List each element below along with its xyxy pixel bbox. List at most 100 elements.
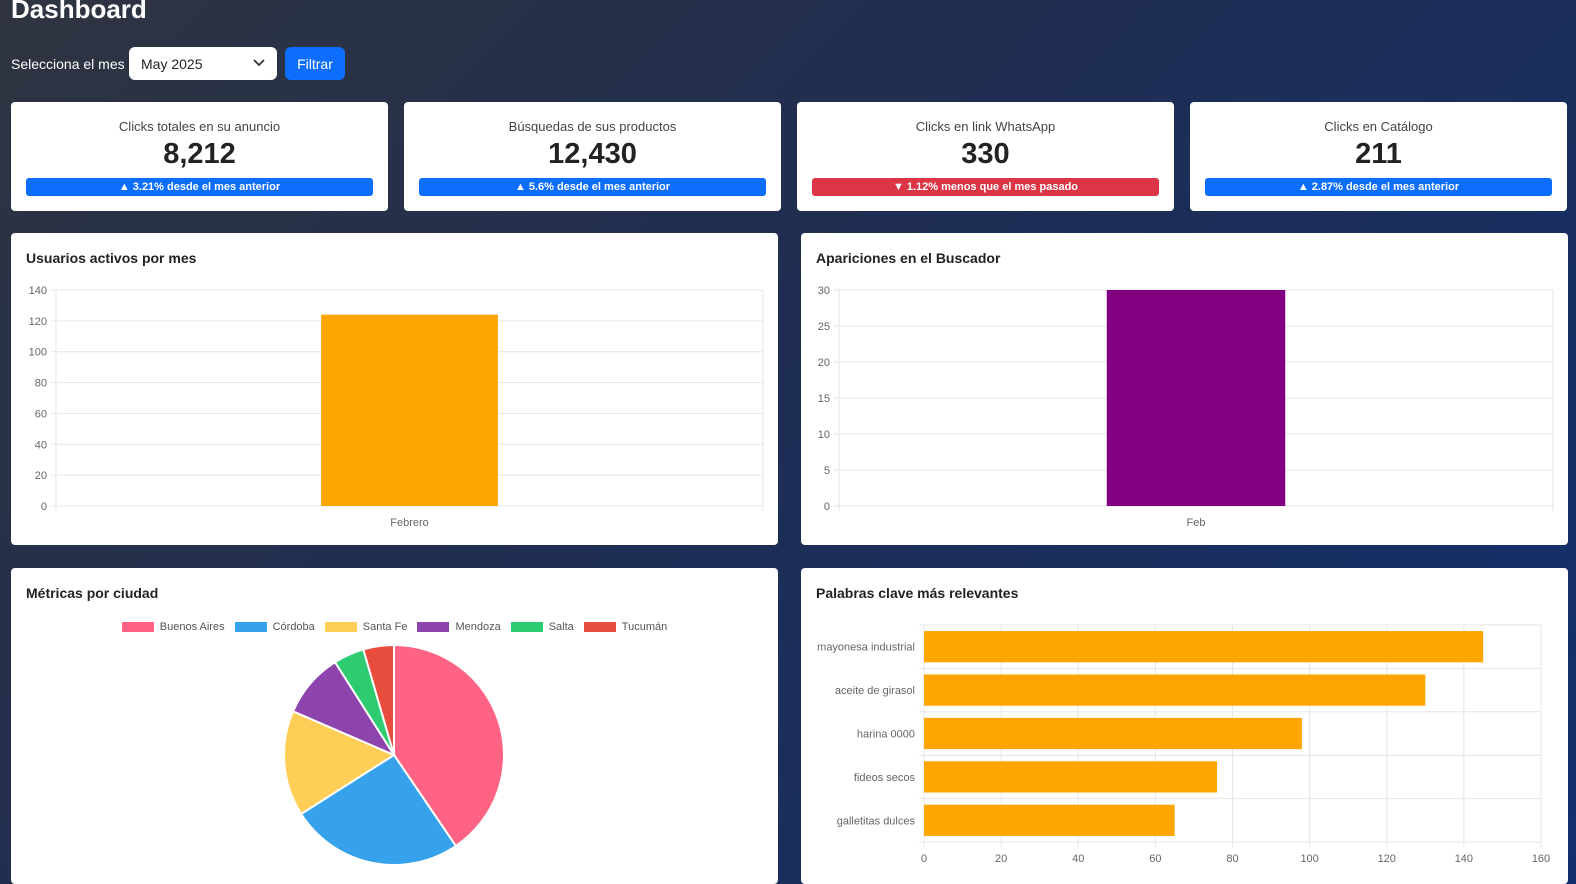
arrow-up-icon: ▲	[118, 181, 130, 193]
legend-label: Córdoba	[272, 621, 315, 633]
y-tick-label: mayonesa industrial	[817, 642, 915, 654]
kpi-card-product-searches: Búsquedas de sus productos 12,430 ▲ 5.6%…	[404, 102, 781, 211]
y-tick-label: 5	[824, 465, 830, 477]
legend-label: Mendoza	[455, 621, 501, 633]
legend-swatch	[121, 622, 154, 632]
bar	[924, 674, 1426, 706]
month-select[interactable]: May 2025	[129, 47, 277, 80]
legend-label: Santa Fe	[362, 621, 408, 633]
chart-legend: Buenos Aires Córdoba Santa Fe Mendoza Sa…	[11, 621, 778, 633]
arrow-down-icon: ▼	[892, 181, 904, 193]
kpi-label: Clicks totales en su anuncio	[118, 119, 281, 134]
kpi-change-badge: ▲ 3.21% desde el mes anterior	[26, 178, 373, 196]
arrow-up-icon: ▲	[514, 181, 526, 193]
y-tick-label: 40	[35, 439, 47, 451]
chart-title: Usuarios activos por mes	[26, 250, 197, 266]
bar	[924, 717, 1302, 750]
kpi-change-badge: ▲ 5.6% desde el mes anterior	[419, 178, 766, 196]
bar	[321, 314, 498, 506]
kpi-change-text: 2.87% desde el mes anterior	[1311, 181, 1460, 193]
kpi-change-text: 1.12% menos que el mes pasado	[906, 181, 1079, 193]
y-tick-label: 100	[29, 347, 47, 359]
arrow-up-icon: ▲	[1297, 181, 1309, 193]
kpi-value: 330	[961, 138, 1010, 170]
kpi-value: 8,212	[163, 138, 236, 170]
kpi-value: 211	[1355, 138, 1402, 170]
y-tick-label: 140	[29, 285, 47, 297]
legend-swatch	[417, 622, 450, 632]
kpi-value: 12,430	[548, 138, 637, 170]
y-tick-label: fideos secos	[854, 772, 916, 784]
legend-swatch	[583, 622, 616, 632]
filter-button[interactable]: Filtrar	[285, 47, 345, 80]
x-tick-label: 100	[1300, 853, 1318, 865]
y-tick-label: 10	[818, 429, 830, 441]
x-tick-label: 80	[1226, 853, 1238, 865]
city-metrics-card: Métricas por ciudad Buenos Aires Córdoba…	[11, 568, 778, 884]
legend-swatch	[510, 622, 543, 632]
x-tick-label: Feb	[1187, 517, 1206, 529]
chart-title: Palabras clave más relevantes	[816, 585, 1019, 601]
legend-item[interactable]: Tucumán	[583, 621, 668, 633]
y-tick-label: 0	[824, 501, 830, 513]
legend-item[interactable]: Buenos Aires	[121, 621, 225, 633]
x-tick-label: 60	[1149, 853, 1161, 865]
legend-label: Buenos Aires	[159, 621, 225, 633]
bar	[1106, 290, 1286, 506]
legend-swatch	[324, 622, 357, 632]
search-appearances-card: Apariciones en el Buscador 0 5 10 15 20 25 30 F…	[801, 233, 1568, 545]
legend-item[interactable]: Córdoba	[234, 621, 315, 633]
pie-slice	[362, 643, 395, 756]
kpi-change-text: 5.6% desde el mes anterior	[528, 181, 671, 193]
y-tick-label: 20	[35, 470, 47, 482]
legend-label: Tucumán	[621, 621, 668, 633]
pie-slice	[299, 753, 458, 866]
pie-slice	[393, 643, 505, 848]
chart-title: Métricas por ciudad	[26, 585, 159, 601]
keywords-card: Palabras clave más relevantes 0 20 40 60 80 1…	[801, 568, 1568, 884]
kpi-label: Clicks en Catálogo	[1324, 119, 1433, 134]
y-tick-label: 80	[35, 378, 47, 390]
x-tick-label: 160	[1532, 853, 1550, 865]
x-tick-label: 40	[1072, 853, 1084, 865]
legend-item[interactable]: Santa Fe	[324, 621, 408, 633]
city-pie-chart	[283, 643, 505, 866]
legend-item[interactable]: Salta	[510, 621, 574, 633]
kpi-card-whatsapp-clicks: Clicks en link WhatsApp 330 ▼ 1.12% meno…	[797, 102, 1174, 211]
kpi-card-total-clicks: Clicks totales en su anuncio 8,212 ▲ 3.2…	[11, 102, 388, 211]
kpi-change-badge: ▲ 2.87% desde el mes anterior	[1205, 178, 1552, 196]
kpi-label: Clicks en link WhatsApp	[915, 119, 1056, 134]
active-users-card: Usuarios activos por mes 0 20 40 60 80 100 120…	[11, 233, 778, 545]
y-tick-label: 120	[29, 316, 47, 328]
search-appearances-chart: 0 5 10 15 20 25 30 Feb	[818, 285, 1554, 529]
y-tick-label: 25	[818, 321, 830, 333]
kpi-card-catalog-clicks: Clicks en Catálogo 211 ▲ 2.87% desde el …	[1190, 102, 1567, 211]
y-tick-label: 0	[41, 501, 47, 513]
month-filter-label: Selecciona el mes	[11, 56, 125, 72]
legend-item[interactable]: Mendoza	[417, 621, 501, 633]
active-users-chart: 0 20 40 60 80 100 120 140 Febrero	[29, 285, 764, 529]
bar	[924, 631, 1484, 663]
month-select-value: May 2025	[141, 56, 203, 72]
y-tick-label: galletitas dulces	[837, 815, 916, 827]
y-tick-label: 20	[818, 357, 830, 369]
kpi-change-text: 3.21% desde el mes anterior	[132, 181, 281, 193]
chevron-down-icon	[253, 59, 265, 67]
kpi-change-badge: ▼ 1.12% menos que el mes pasado	[812, 178, 1159, 196]
bar	[924, 804, 1175, 836]
x-tick-label: 20	[995, 853, 1007, 865]
y-tick-label: aceite de girasol	[835, 685, 915, 697]
page-title: Dashboard	[11, 0, 147, 24]
legend-swatch	[234, 622, 267, 632]
y-tick-label: 15	[818, 393, 830, 405]
x-tick-label: 0	[921, 853, 927, 865]
keywords-bar-chart: 0 20 40 60 80 100 120 140 160 mayonesa industrial…	[817, 624, 1550, 865]
x-tick-label: Febrero	[390, 517, 429, 529]
y-tick-label: 30	[818, 285, 830, 297]
x-tick-label: 140	[1455, 853, 1473, 865]
bar	[924, 761, 1218, 793]
y-tick-label: 60	[35, 408, 47, 420]
x-tick-label: 120	[1378, 853, 1396, 865]
pie-slice	[283, 709, 397, 816]
chart-title: Apariciones en el Buscador	[816, 250, 1001, 266]
